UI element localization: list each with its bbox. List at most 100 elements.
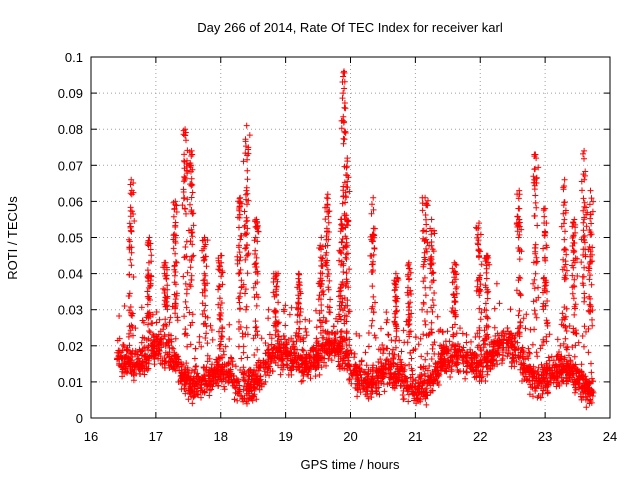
- data-point: [346, 376, 353, 383]
- data-point: [254, 270, 261, 277]
- data-point: [463, 339, 470, 346]
- data-point: [540, 289, 546, 296]
- data-point: [306, 318, 313, 324]
- data-point: [563, 375, 570, 382]
- data-point: [548, 379, 554, 386]
- data-point: [200, 237, 207, 244]
- data-point: [585, 325, 592, 332]
- data-point: [229, 358, 236, 365]
- data-point: [541, 213, 548, 220]
- data-point: [340, 90, 347, 97]
- data-point: [160, 326, 167, 333]
- data-point: [429, 246, 436, 253]
- data-point: [551, 364, 558, 371]
- data-point: [453, 290, 460, 297]
- data-point: [544, 298, 551, 304]
- data-point: [429, 308, 436, 315]
- data-point: [253, 367, 260, 374]
- data-point: [473, 224, 479, 231]
- data-point: [560, 314, 567, 321]
- data-point: [202, 335, 209, 341]
- data-point: [422, 194, 429, 201]
- data-point: [155, 355, 162, 362]
- data-point: [430, 277, 437, 284]
- data-point: [173, 290, 180, 297]
- data-point: [580, 282, 587, 289]
- data-point: [463, 331, 470, 338]
- data-point: [365, 343, 372, 350]
- data-point: [161, 364, 168, 371]
- data-point: [581, 264, 588, 271]
- data-point: [209, 361, 215, 368]
- data-point: [224, 370, 231, 377]
- data-point: [313, 307, 319, 314]
- data-point: [172, 358, 179, 365]
- data-point: [515, 345, 522, 352]
- data-point: [194, 378, 200, 385]
- data-point: [215, 301, 222, 308]
- data-point: [372, 381, 379, 388]
- data-point: [206, 392, 213, 399]
- data-point: [210, 369, 217, 376]
- data-point: [365, 330, 372, 336]
- data-point: [406, 265, 413, 272]
- data-point: [293, 304, 300, 311]
- data-point: [491, 324, 498, 331]
- data-point: [172, 296, 179, 303]
- data-point: [351, 350, 358, 357]
- data-point: [424, 308, 431, 315]
- data-point: [563, 305, 570, 312]
- data-point: [454, 367, 461, 373]
- data-point: [415, 341, 422, 348]
- data-point: [428, 329, 435, 336]
- data-point: [572, 229, 579, 236]
- data-point: [398, 348, 405, 355]
- data-point: [191, 369, 198, 376]
- data-point: [378, 367, 385, 374]
- data-point: [489, 360, 496, 367]
- data-point: [532, 241, 539, 248]
- data-point: [288, 349, 295, 356]
- data-point: [238, 277, 245, 284]
- data-point: [584, 397, 591, 403]
- data-point: [148, 252, 155, 259]
- data-point: [192, 363, 199, 370]
- data-point: [316, 310, 323, 317]
- data-point: [180, 186, 187, 193]
- data-point: [343, 256, 350, 262]
- data-point: [303, 366, 310, 373]
- data-point: [422, 256, 429, 263]
- data-point: [393, 278, 400, 285]
- data-point: [190, 376, 197, 383]
- data-point: [477, 368, 484, 375]
- data-point: [313, 324, 320, 331]
- data-point: [293, 366, 300, 373]
- data-point: [393, 382, 400, 389]
- data-point: [569, 243, 576, 249]
- data-point: [244, 167, 251, 174]
- data-point: [561, 264, 568, 270]
- data-point: [202, 272, 209, 279]
- data-point: [199, 374, 206, 381]
- data-point: [431, 290, 438, 296]
- data-point: [516, 256, 523, 263]
- data-point: [145, 365, 152, 372]
- data-point: [231, 377, 238, 384]
- data-point: [560, 220, 567, 227]
- data-point: [563, 344, 570, 351]
- data-point: [583, 404, 590, 411]
- data-point: [476, 276, 483, 283]
- data-point: [264, 358, 271, 365]
- data-point: [539, 390, 546, 397]
- data-point: [236, 293, 243, 300]
- data-point: [317, 317, 324, 324]
- data-point: [450, 341, 457, 348]
- data-point: [532, 250, 539, 257]
- data-point: [363, 371, 370, 378]
- data-point: [494, 361, 501, 368]
- data-point: [586, 276, 593, 283]
- y-tick-label: 0.08: [58, 122, 83, 137]
- data-point: [340, 119, 347, 126]
- data-point: [476, 378, 483, 385]
- data-point: [572, 342, 579, 349]
